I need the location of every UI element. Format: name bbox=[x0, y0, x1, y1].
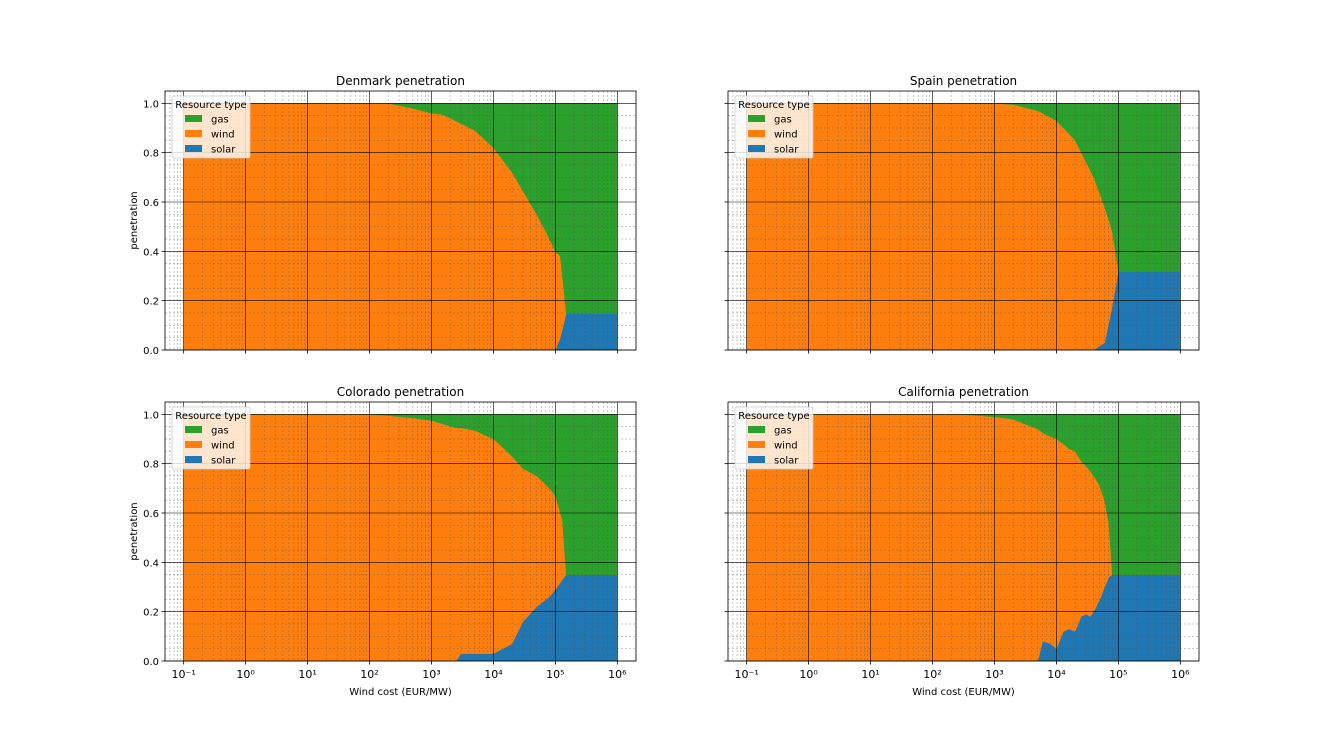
legend-label-wind: wind bbox=[774, 441, 798, 452]
y-tick-label: 0.2 bbox=[143, 608, 159, 619]
legend-title: Resource type bbox=[738, 411, 809, 422]
legend-swatch-solar bbox=[185, 145, 202, 152]
legend-swatch-gas bbox=[748, 115, 765, 122]
x-tick-label: 10² bbox=[923, 668, 941, 681]
x-tick-label: 10¹ bbox=[861, 668, 879, 681]
y-tick-label: 0.0 bbox=[143, 346, 159, 357]
legend-swatch-wind bbox=[748, 130, 765, 137]
legend-label-wind: wind bbox=[774, 130, 798, 141]
x-tick-label: 10³ bbox=[422, 668, 440, 681]
legend-title: Resource type bbox=[175, 411, 246, 422]
y-tick-label: 0.0 bbox=[143, 657, 159, 668]
panel-0: 0.0 0.2 0.4 0.6 0.8 1.0 Denmark penetration pen… bbox=[129, 74, 637, 357]
legend-swatch-gas bbox=[748, 426, 765, 433]
axes-frame bbox=[164, 90, 637, 351]
legend-label-gas: gas bbox=[211, 426, 229, 437]
legend-box bbox=[734, 406, 814, 470]
x-tick-label: 10⁴ bbox=[1047, 668, 1066, 681]
legend-title: Resource type bbox=[738, 100, 809, 111]
y-axis-label: penetration bbox=[129, 502, 140, 560]
legend: Resource type gas wind solar bbox=[171, 95, 251, 159]
legend-label-solar: solar bbox=[211, 456, 236, 467]
legend-swatch-wind bbox=[185, 441, 202, 448]
grid bbox=[727, 91, 1200, 351]
legend-swatch-wind bbox=[748, 441, 765, 448]
x-tick-label: 10⁶ bbox=[1171, 668, 1190, 681]
legend-label-wind: wind bbox=[211, 441, 235, 452]
x-tick-label: 10⁰ bbox=[799, 668, 818, 681]
x-tick-label: 10⁵ bbox=[546, 668, 564, 681]
x-tick-label: 10⁻¹ bbox=[172, 668, 196, 681]
x-tick-label: 10⁻¹ bbox=[735, 668, 759, 681]
grid bbox=[164, 402, 637, 662]
y-tick-label: 0.4 bbox=[143, 247, 159, 258]
y-tick-label: 1.0 bbox=[143, 99, 159, 110]
y-tick-label: 0.8 bbox=[143, 149, 159, 160]
panel-2: 10⁻¹ 10⁰ 10¹ 10² 10³ 10⁴ 10⁵ 10⁶ 0.0 0.2 0.4 0.6 0.8… bbox=[129, 385, 637, 698]
chart-title: Denmark penetration bbox=[336, 74, 465, 88]
y-tick-label: 0.8 bbox=[143, 460, 159, 471]
chart-title: Spain penetration bbox=[910, 74, 1017, 88]
legend: Resource type gas wind solar bbox=[171, 406, 251, 470]
x-tick-label: 10⁰ bbox=[236, 668, 255, 681]
legend: Resource type gas wind solar bbox=[734, 95, 814, 159]
legend-swatch-solar bbox=[748, 456, 765, 463]
y-tick-label: 0.2 bbox=[143, 297, 159, 308]
panel-1: Spain penetration Resource type gas wind sol… bbox=[724, 74, 1200, 354]
legend-label-gas: gas bbox=[211, 115, 229, 126]
legend-label-gas: gas bbox=[774, 115, 792, 126]
grid bbox=[164, 91, 637, 351]
y-tick-label: 0.6 bbox=[143, 198, 159, 209]
legend-swatch-gas bbox=[185, 426, 202, 433]
x-tick-label: 10¹ bbox=[298, 668, 316, 681]
legend-label-solar: solar bbox=[211, 145, 236, 156]
x-axis-label: Wind cost (EUR/MW) bbox=[912, 687, 1015, 698]
x-tick-label: 10³ bbox=[985, 668, 1003, 681]
legend: Resource type gas wind solar bbox=[734, 406, 814, 470]
legend-box bbox=[734, 95, 814, 159]
legend-swatch-solar bbox=[748, 145, 765, 152]
legend-box bbox=[171, 406, 251, 470]
legend-swatch-gas bbox=[185, 115, 202, 122]
legend-swatch-solar bbox=[185, 456, 202, 463]
legend-label-gas: gas bbox=[774, 426, 792, 437]
y-axis-label: penetration bbox=[129, 191, 140, 249]
x-tick-label: 10⁶ bbox=[608, 668, 627, 681]
y-tick-label: 0.6 bbox=[143, 509, 159, 520]
grid bbox=[727, 402, 1200, 662]
x-axis-label: Wind cost (EUR/MW) bbox=[349, 687, 452, 698]
axes-frame bbox=[727, 401, 1200, 662]
legend-label-wind: wind bbox=[211, 130, 235, 141]
axes-frame bbox=[164, 401, 637, 662]
axes-frame bbox=[727, 90, 1200, 351]
legend-box bbox=[171, 95, 251, 159]
legend-title: Resource type bbox=[175, 100, 246, 111]
x-tick-label: 10² bbox=[360, 668, 378, 681]
legend-swatch-wind bbox=[185, 130, 202, 137]
chart-title: Colorado penetration bbox=[337, 385, 464, 399]
x-tick-label: 10⁴ bbox=[484, 668, 503, 681]
legend-label-solar: solar bbox=[774, 456, 799, 467]
y-tick-label: 0.4 bbox=[143, 558, 159, 569]
x-tick-label: 10⁵ bbox=[1109, 668, 1127, 681]
y-tick-label: 1.0 bbox=[143, 410, 159, 421]
chart-title: California penetration bbox=[898, 385, 1029, 399]
legend-label-solar: solar bbox=[774, 145, 799, 156]
panel-3: 10⁻¹ 10⁰ 10¹ 10² 10³ 10⁴ 10⁵ 10⁶ California pene… bbox=[724, 385, 1200, 698]
